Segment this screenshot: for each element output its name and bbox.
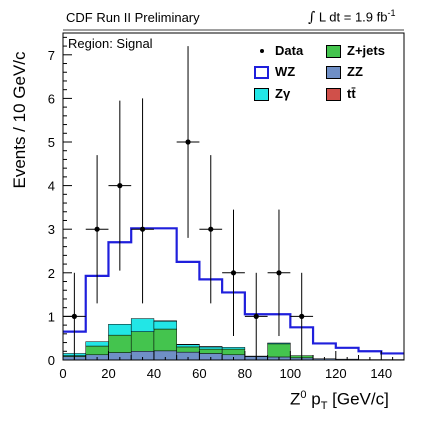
data-marker — [185, 139, 191, 145]
y-tick-label: 7 — [48, 48, 55, 63]
data-point-1 — [85, 155, 109, 304]
x-tick-label: 120 — [325, 366, 347, 381]
x-tick-label: 0 — [59, 366, 66, 381]
bar-zjets-3 — [130, 331, 155, 352]
bar-z-2 — [108, 323, 132, 336]
y-tick-label: 4 — [48, 179, 55, 194]
data-marker-icon — [260, 49, 264, 53]
luminosity-label: ∫ L dt = 1.9 fb-1 — [308, 8, 395, 25]
bar-zjets-7 — [221, 348, 246, 356]
bar-zjets-6 — [199, 348, 223, 354]
axes: 0 20 40 60 80 100 120 140 0 1 2 3 4 5 6 7 — [48, 36, 405, 381]
data-marker — [94, 226, 100, 232]
bar-zjets-9 — [267, 343, 291, 358]
bar-zjets-1 — [85, 345, 109, 356]
x-title-sup: 0 — [300, 389, 307, 401]
data-marker — [299, 313, 305, 319]
data-point-3 — [131, 98, 154, 304]
data-marker — [208, 226, 214, 232]
x-title-units: [GeV/c] — [327, 389, 389, 409]
x-title-sub: T — [320, 400, 328, 413]
x-tick-label: 140 — [370, 366, 392, 381]
lumi-text: L dt = 1.9 fb — [318, 9, 388, 25]
y-tick-label: 6 — [48, 91, 55, 106]
x-tick-label: 60 — [192, 366, 206, 381]
x-tick-label: 20 — [101, 366, 115, 381]
bar-z-7 — [221, 347, 246, 350]
wz-swatch-icon — [254, 66, 269, 79]
bar-z-9 — [267, 342, 291, 345]
y-tick-label: 2 — [48, 266, 55, 281]
y-tick-label: 5 — [48, 135, 55, 150]
data-point-7 — [244, 272, 268, 360]
y-axis-title: Events / 10 GeV/c — [10, 51, 29, 189]
data-point-6 — [222, 209, 245, 337]
bar-zjets-5 — [176, 346, 200, 353]
data-marker — [117, 183, 123, 189]
bar-z-6 — [199, 346, 223, 350]
bar-z-4 — [153, 320, 177, 330]
data-point-2 — [108, 100, 132, 271]
data-point-8 — [267, 209, 291, 337]
x-tick-label: 100 — [279, 366, 301, 381]
bar-zjets-2 — [108, 334, 132, 353]
y-tick-label: 1 — [48, 309, 55, 324]
x-title-main: Z — [290, 389, 301, 409]
legend: Data Z+jets WZ ZZ Zγ tt̄ — [254, 43, 424, 123]
lumi-exponent: -1 — [387, 8, 396, 18]
data-marker — [276, 270, 282, 276]
data-points — [63, 46, 314, 360]
y-tick-label: 3 — [48, 222, 55, 237]
data-marker — [71, 313, 77, 319]
x-title-p: p — [306, 389, 321, 409]
zz-swatch-icon — [326, 66, 341, 79]
data-point-4 — [176, 46, 200, 238]
region-label: Region: Signal — [68, 36, 153, 51]
x-axis-title: Z0 pT [GeV/c] — [290, 389, 389, 412]
zgamma-swatch-icon — [254, 88, 269, 101]
bar-zjets-4 — [153, 328, 177, 352]
data-point-5 — [199, 155, 223, 304]
data-marker — [230, 270, 237, 276]
x-tick-label: 40 — [147, 366, 161, 381]
integral-icon: ∫ — [308, 9, 316, 26]
x-tick-label: 80 — [238, 366, 252, 381]
experiment-label: CDF Run II Preliminary — [66, 10, 200, 25]
bar-z-3 — [130, 318, 155, 332]
bar-z-5 — [176, 344, 200, 348]
zjets-swatch-icon — [326, 45, 341, 58]
ttbar-swatch-icon — [326, 88, 341, 101]
y-tick-label: 0 — [48, 353, 55, 368]
bar-z-1 — [85, 341, 109, 347]
data-marker — [253, 313, 259, 319]
data-point-9 — [290, 272, 314, 360]
data-marker — [139, 226, 146, 232]
